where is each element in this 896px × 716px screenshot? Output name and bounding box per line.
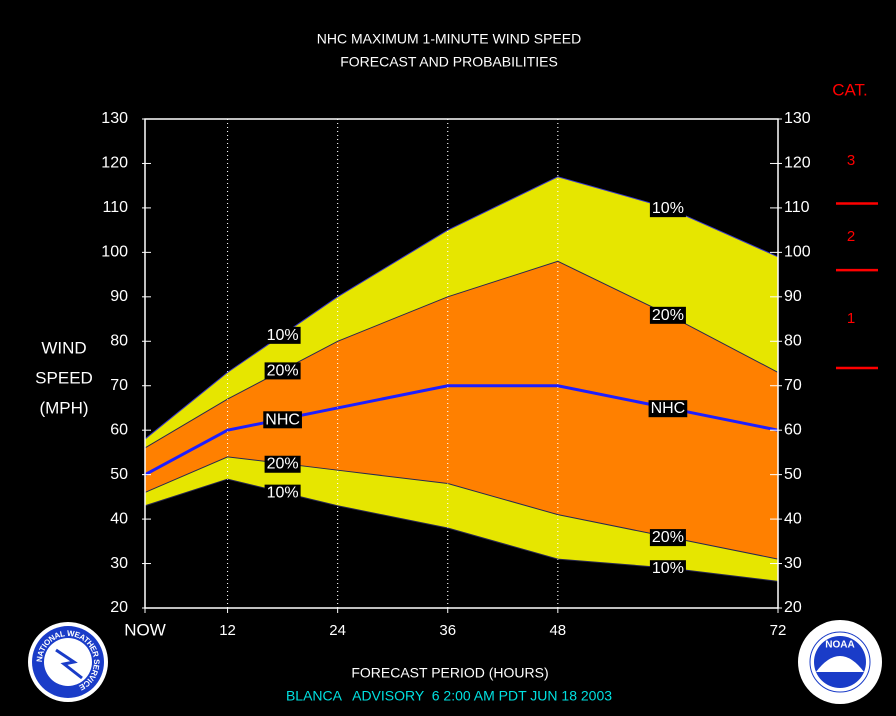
series-label-text: NHC [651, 400, 686, 417]
y-tick-label: 120 [101, 155, 128, 172]
probability-band [145, 176, 778, 448]
plot-frame [144, 118, 779, 609]
y-tick-label: 100 [101, 244, 128, 261]
label-background [649, 200, 686, 218]
y-tick-label: 20 [110, 599, 128, 616]
logo-bolt [55, 648, 83, 680]
series-label: 20% [264, 455, 301, 473]
footer: BLANCA ADVISORY 6 2:00 AM PDT JUN 18 200… [286, 688, 612, 704]
y2-tick-label: 70 [784, 377, 802, 394]
category-label: 2 [847, 228, 855, 245]
nws-logo: NATIONAL WEATHER SERVICE [28, 622, 108, 702]
y2-tick-label: 80 [784, 332, 802, 349]
y2-tick-label: 30 [784, 555, 802, 572]
label-background [649, 560, 686, 578]
series-label-text: 10% [652, 560, 684, 577]
logo-border [809, 631, 871, 693]
series-label-text: NHC [265, 411, 300, 428]
series-label-text: 20% [267, 456, 299, 473]
probability-band [145, 261, 778, 560]
y-tick-label: 80 [110, 332, 128, 349]
x-tick-label: 72 [770, 622, 787, 639]
label-background [263, 411, 302, 429]
series-label: 20% [649, 529, 686, 547]
series-label-text: 10% [267, 327, 299, 344]
label-background [264, 455, 301, 473]
series-label: 20% [649, 306, 686, 324]
y-axis-label: WIND [41, 338, 86, 357]
series-label: NHC [263, 411, 302, 429]
series-label: 10% [649, 560, 686, 578]
category-label: 1 [847, 310, 855, 327]
chart-subtitle: FORECAST AND PROBABILITIES [340, 54, 558, 70]
x-tick-label: NOW [124, 620, 166, 639]
y-tick-label: 110 [102, 199, 128, 216]
y-tick-label: 30 [110, 555, 128, 572]
y2-tick-label: 50 [784, 466, 802, 483]
bands [145, 176, 778, 582]
y2-tick-label: 100 [784, 244, 811, 261]
label-background [649, 529, 686, 547]
series-label-text: 20% [652, 529, 684, 546]
label-background [264, 326, 301, 344]
y2-tick-label: 90 [784, 288, 802, 305]
series-label: 20% [264, 362, 301, 380]
label-background [264, 484, 301, 502]
series-label-text: 10% [267, 485, 299, 502]
series-label: 10% [649, 200, 686, 218]
probability-band [145, 456, 778, 582]
y2-tick-label: 60 [784, 421, 802, 438]
y2-tick-label: 120 [784, 155, 811, 172]
y-tick-label: 70 [110, 377, 128, 394]
x-tick-label: 12 [219, 622, 236, 639]
x-tick-label: 24 [329, 622, 346, 639]
y-axis-label: SPEED [35, 368, 93, 387]
series-label-text: 10% [652, 200, 684, 217]
y-tick-label: 60 [110, 421, 128, 438]
series-label: 10% [264, 484, 301, 502]
label-background [264, 362, 301, 380]
y2-tick-label: 40 [784, 510, 802, 527]
series-label-text: 20% [652, 307, 684, 324]
y-tick-label: 40 [110, 510, 128, 527]
chart-title: NHC MAXIMUM 1-MINUTE WIND SPEED [317, 31, 581, 47]
label-background [649, 306, 686, 324]
y-tick-label: 130 [101, 110, 128, 127]
y2-tick-label: 20 [784, 599, 802, 616]
noaa-logo: NOAA [798, 620, 882, 704]
series-label-text: 20% [267, 362, 299, 379]
series-label: NHC [648, 400, 688, 418]
y2-tick-label: 130 [784, 110, 811, 127]
y-tick-label: 50 [110, 466, 128, 483]
series-label: 10% [264, 326, 301, 344]
label-background [648, 400, 688, 418]
y-axis-label: (MPH) [39, 398, 88, 417]
y-tick-label: 90 [110, 288, 128, 305]
y2-tick-label: 110 [784, 199, 810, 216]
x-tick-label: 36 [439, 622, 456, 639]
x-tick-label: 48 [549, 622, 566, 639]
category-label: 3 [847, 152, 855, 169]
logo-bird [816, 656, 864, 672]
logo-text: NOAA [825, 640, 854, 651]
category-title: CAT. [832, 80, 868, 99]
x-axis-label: FORECAST PERIOD (HOURS) [351, 665, 548, 681]
